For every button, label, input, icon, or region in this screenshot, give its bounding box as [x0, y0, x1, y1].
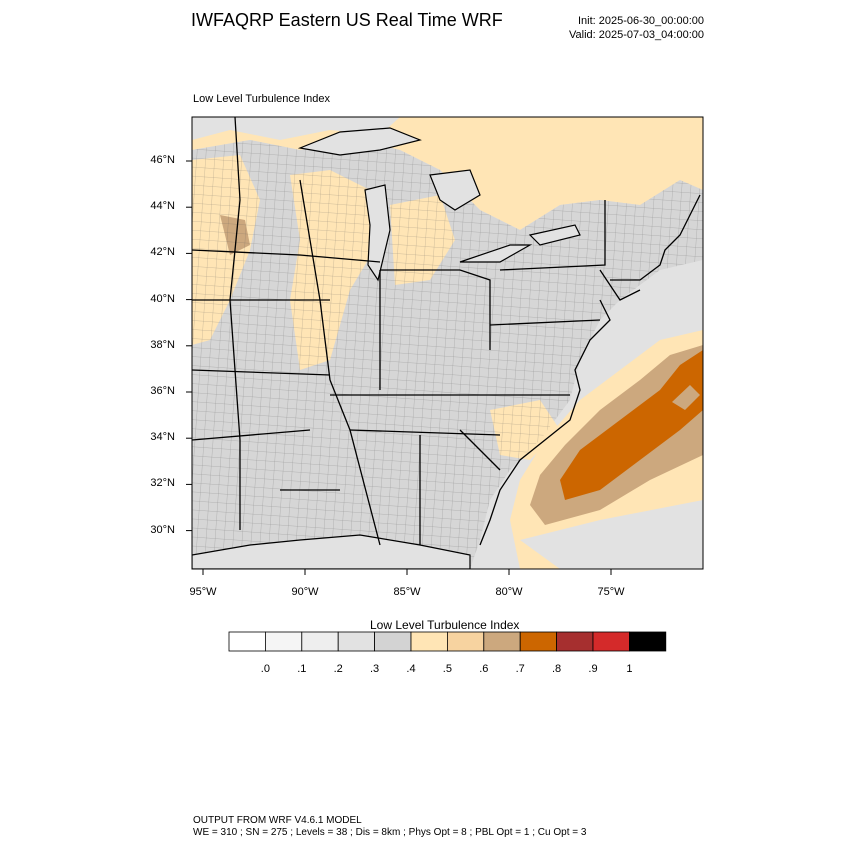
colorbar-swatch [519, 631, 558, 652]
lake-huron [429, 169, 481, 211]
lat-label: 40°N [150, 292, 175, 305]
lat-label: 34°N [150, 431, 175, 444]
colorbar-swatch [337, 631, 376, 652]
footer-config: WE = 310 ; SN = 275 ; Levels = 38 ; Dis … [193, 827, 587, 838]
colorbar-swatch [556, 631, 594, 652]
lat-label: 32°N [150, 477, 175, 490]
colorbar-label: .2 [333, 663, 343, 675]
field-ocean-orange [560, 350, 703, 500]
colorbar-swatch [629, 631, 667, 652]
lake-ontario [528, 224, 581, 246]
colorbar-swatch [301, 631, 339, 652]
init-time: Init: 2025-06-30_00:00:00 [578, 15, 704, 27]
map-field [192, 117, 703, 569]
lat-label: 36°N [150, 385, 175, 397]
field-ocean-hole [672, 385, 700, 410]
colorbar-label: .8 [552, 663, 562, 675]
colorbar-label: .3 [370, 663, 380, 675]
map-title: Low Level Turbulence Index [193, 93, 330, 105]
colorbar-swatch [264, 631, 303, 652]
lon-label: 80°W [495, 586, 523, 598]
colorbar-swatch [483, 631, 521, 652]
lon-label: 90°W [291, 586, 319, 598]
atlantic-coastline [479, 299, 611, 546]
colorbar-label: .9 [588, 663, 598, 675]
valid-time: Valid: 2025-07-03_04:00:00 [569, 29, 704, 41]
colorbar-swatch [592, 631, 630, 652]
lake-erie [459, 244, 533, 263]
lat-label: 42°N [150, 246, 175, 259]
colorbar-title: Low Level Turbulence Index [370, 618, 520, 632]
state-borders [192, 117, 641, 546]
colorbar-label: .0 [260, 663, 270, 675]
lat-ticks [186, 160, 192, 532]
lat-label: 38°N [150, 338, 175, 351]
colorbar-label: 1 [626, 663, 633, 675]
colorbar [228, 631, 667, 652]
footer-model: OUTPUT FROM WRF V4.6.1 MODEL [193, 815, 362, 826]
map-frame [191, 116, 704, 570]
field-ocean-gray [520, 500, 703, 569]
main-title: IWFAQRP Eastern US Real Time WRF [191, 10, 503, 30]
colorbar-label: .1 [297, 663, 307, 675]
footer: OUTPUT FROM WRF V4.6.1 MODEL WE = 310 ; … [193, 815, 586, 839]
colorbar-label: .7 [515, 663, 525, 675]
lat-label: 46°N [150, 154, 175, 166]
colorbar-label: .6 [479, 663, 489, 675]
colorbar-swatch [374, 631, 412, 652]
lon-ticks [202, 569, 612, 575]
field-canada-gray [192, 117, 400, 140]
lat-label: 44°N [150, 200, 175, 213]
new-england-coastline [610, 194, 701, 281]
colorbar-swatch [410, 631, 448, 652]
run-time-info: Init: 2025-06-30_00:00:00 Valid: 2025-07… [569, 14, 704, 42]
colorbar-swatch [446, 631, 485, 652]
colorbar-swatch [228, 631, 266, 652]
lon-label: 85°W [393, 586, 421, 598]
lat-label: 30°N [150, 523, 175, 536]
lon-label: 95°W [189, 586, 217, 598]
county-lines [192, 140, 703, 569]
colorbar-label: .5 [442, 663, 452, 675]
colorbar-label: .4 [406, 663, 416, 675]
lake-superior [297, 127, 422, 156]
lon-label: 75°W [597, 586, 625, 598]
lake-michigan [364, 184, 391, 282]
